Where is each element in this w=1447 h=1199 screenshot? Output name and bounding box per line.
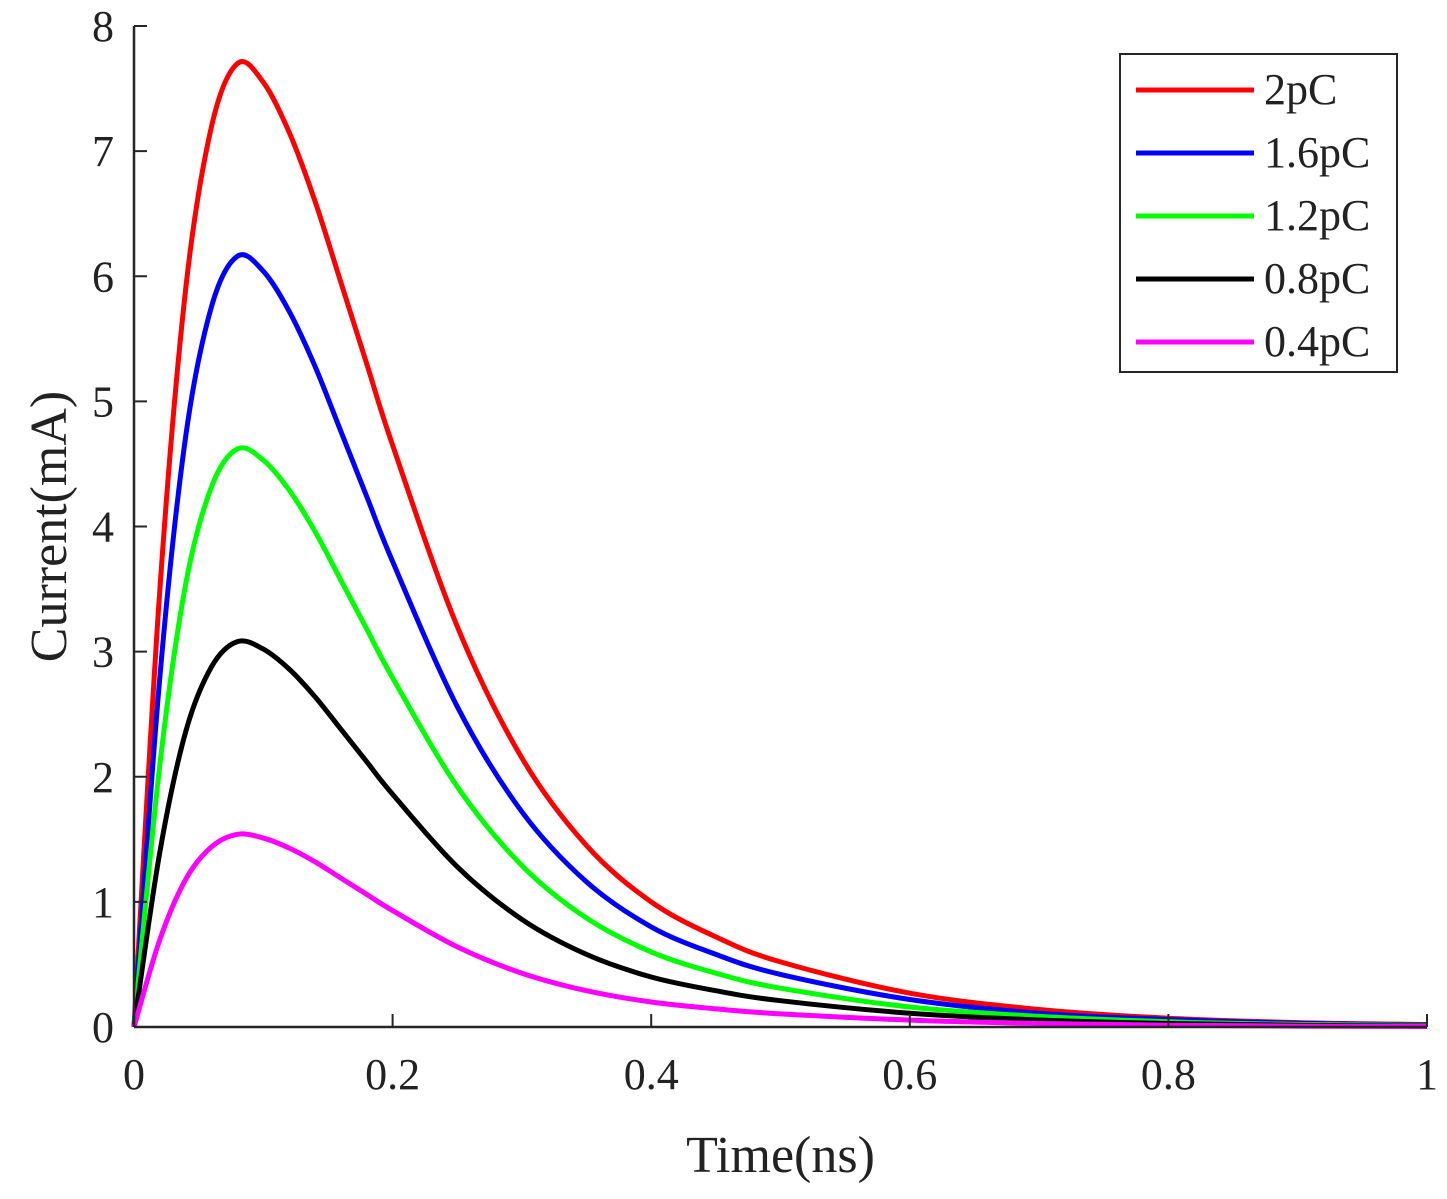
x-tick-label: 0.2 xyxy=(365,1050,420,1099)
legend-label: 0.4pC xyxy=(1264,317,1370,366)
plot-area xyxy=(131,59,1428,1029)
y-tick-label: 7 xyxy=(92,127,114,176)
x-axis-label: Time(ns) xyxy=(686,1127,875,1184)
legend-label: 0.8pC xyxy=(1264,254,1370,303)
series-line-2pC xyxy=(131,59,1428,1028)
x-tick-label: 0.6 xyxy=(882,1050,937,1099)
y-tick-label: 5 xyxy=(92,377,114,426)
x-tick-label: 1 xyxy=(1416,1050,1438,1099)
y-tick-label: 8 xyxy=(92,2,114,51)
ticks: 0 0.2 0.4 0.6 0.8 1 0 1 2 3 4 5 6 7 8 xyxy=(92,2,1438,1099)
series-line-1.2pC xyxy=(131,445,1428,1028)
y-tick-label: 6 xyxy=(92,252,114,301)
series-line-1.6pC xyxy=(131,252,1428,1028)
legend-label: 1.6pC xyxy=(1264,128,1370,177)
y-tick-label: 2 xyxy=(92,753,114,802)
y-axis-label: Current(mA) xyxy=(21,391,78,662)
legend-label: 2pC xyxy=(1264,65,1337,114)
x-tick-label: 0 xyxy=(123,1050,145,1099)
x-tick-label: 0.8 xyxy=(1141,1050,1196,1099)
series-line-0.8pC xyxy=(131,638,1428,1029)
legend-box xyxy=(1119,53,1398,373)
y-tick-label: 3 xyxy=(92,628,114,677)
series-line-0.4pC xyxy=(131,831,1428,1029)
y-tick-label: 0 xyxy=(92,1003,114,1052)
legend: 2pC 1.6pC 1.2pC 0.8pC 0.4pC xyxy=(1119,53,1398,373)
y-tick-label: 4 xyxy=(92,503,114,552)
legend-label: 1.2pC xyxy=(1264,191,1370,240)
x-tick-label: 0.4 xyxy=(624,1050,679,1099)
y-tick-label: 1 xyxy=(92,878,114,927)
